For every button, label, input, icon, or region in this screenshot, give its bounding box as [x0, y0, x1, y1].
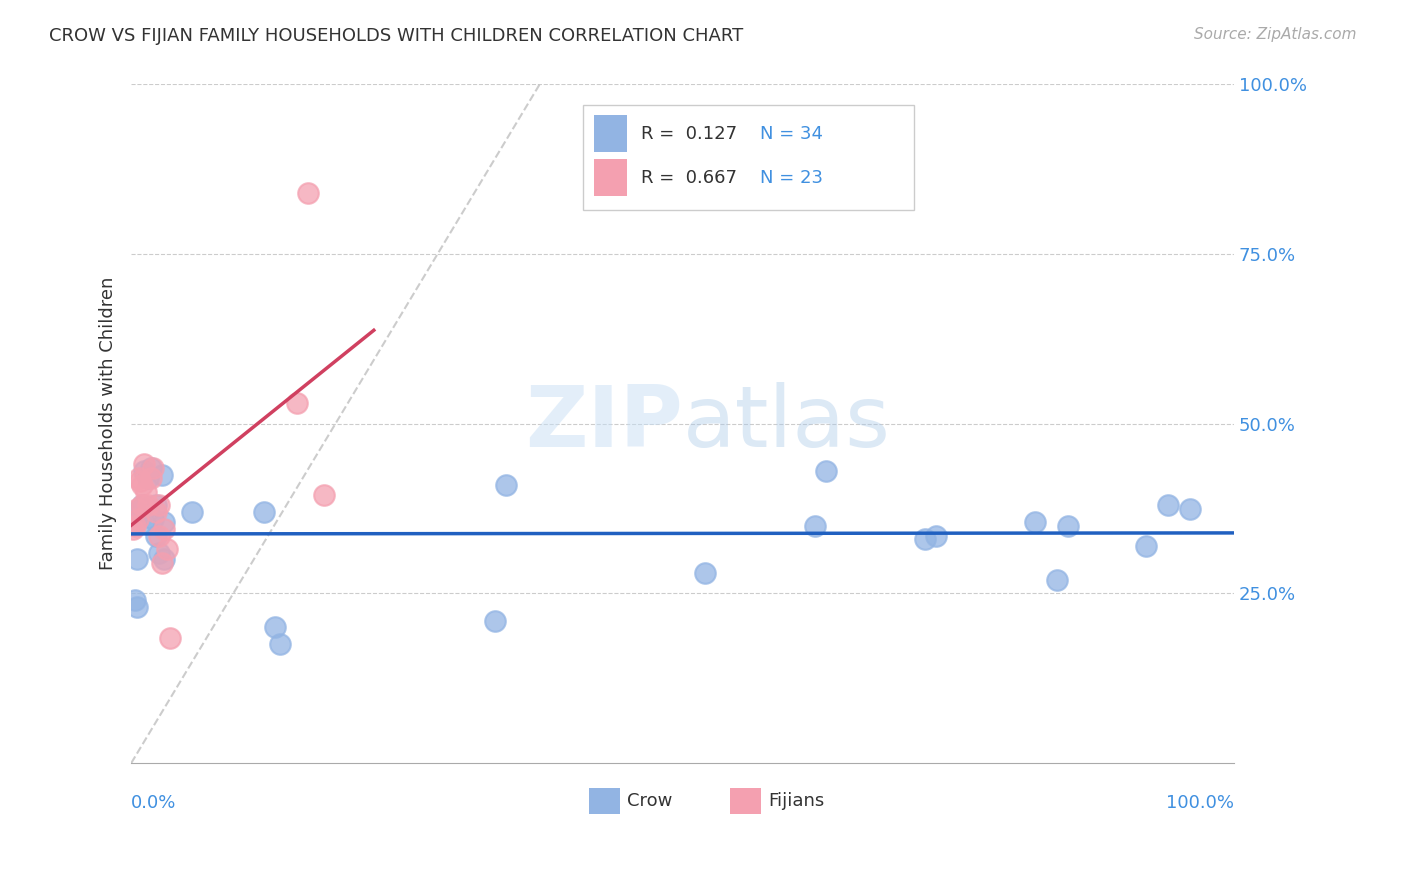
- Point: [285, 396, 308, 410]
- Point: [136, 471, 159, 485]
- Point: [693, 566, 716, 580]
- Bar: [730, 789, 761, 814]
- Point: [150, 556, 173, 570]
- Point: [128, 471, 150, 485]
- Bar: [589, 789, 620, 814]
- Bar: [595, 159, 627, 196]
- Text: N = 23: N = 23: [759, 169, 823, 186]
- Point: [131, 478, 153, 492]
- Point: [148, 546, 170, 560]
- Point: [925, 529, 948, 543]
- Bar: [595, 115, 627, 153]
- Point: [159, 631, 181, 645]
- Text: R =  0.127: R = 0.127: [641, 125, 737, 143]
- Point: [142, 512, 165, 526]
- Point: [1057, 518, 1080, 533]
- Point: [180, 505, 202, 519]
- Point: [131, 498, 153, 512]
- Point: [1178, 501, 1201, 516]
- Y-axis label: Family Households with Children: Family Households with Children: [100, 277, 117, 570]
- Point: [1046, 573, 1069, 587]
- Point: [125, 599, 148, 614]
- Point: [153, 552, 176, 566]
- Point: [129, 475, 152, 489]
- Point: [125, 552, 148, 566]
- Text: Crow: Crow: [627, 792, 672, 810]
- Point: [134, 464, 156, 478]
- Point: [127, 512, 149, 526]
- Point: [814, 464, 837, 478]
- Point: [139, 460, 162, 475]
- Point: [153, 515, 176, 529]
- Point: [1024, 515, 1046, 529]
- Text: 0.0%: 0.0%: [131, 794, 177, 812]
- Point: [134, 515, 156, 529]
- Point: [484, 614, 506, 628]
- Point: [142, 460, 165, 475]
- Point: [314, 488, 336, 502]
- Point: [139, 471, 162, 485]
- Point: [145, 529, 167, 543]
- Text: atlas: atlas: [682, 383, 890, 466]
- Point: [155, 542, 177, 557]
- Point: [914, 532, 936, 546]
- Point: [804, 518, 827, 533]
- Text: Source: ZipAtlas.com: Source: ZipAtlas.com: [1194, 27, 1357, 42]
- Point: [263, 620, 285, 634]
- Text: R =  0.667: R = 0.667: [641, 169, 737, 186]
- Point: [124, 515, 146, 529]
- Text: CROW VS FIJIAN FAMILY HOUSEHOLDS WITH CHILDREN CORRELATION CHART: CROW VS FIJIAN FAMILY HOUSEHOLDS WITH CH…: [49, 27, 744, 45]
- Point: [145, 505, 167, 519]
- Point: [125, 501, 148, 516]
- Text: ZIP: ZIP: [524, 383, 682, 466]
- Point: [1135, 539, 1157, 553]
- Point: [129, 501, 152, 516]
- Text: Fijians: Fijians: [769, 792, 825, 810]
- Point: [150, 467, 173, 482]
- FancyBboxPatch shape: [583, 104, 914, 210]
- Point: [135, 484, 157, 499]
- Point: [153, 522, 176, 536]
- Point: [136, 498, 159, 512]
- Point: [269, 637, 291, 651]
- Point: [252, 505, 274, 519]
- Text: N = 34: N = 34: [759, 125, 823, 143]
- Point: [148, 529, 170, 543]
- Point: [145, 498, 167, 512]
- Text: 100.0%: 100.0%: [1166, 794, 1234, 812]
- Point: [495, 478, 517, 492]
- Point: [148, 498, 170, 512]
- Point: [124, 593, 146, 607]
- Point: [131, 498, 153, 512]
- Point: [122, 522, 145, 536]
- Point: [297, 186, 319, 200]
- Point: [1156, 498, 1178, 512]
- Point: [124, 518, 146, 533]
- Point: [134, 458, 156, 472]
